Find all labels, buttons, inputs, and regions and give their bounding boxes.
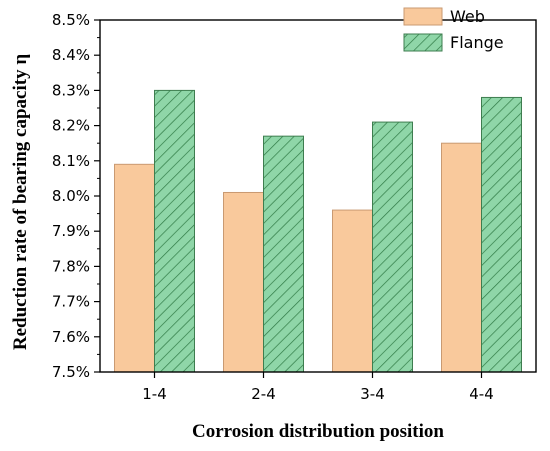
legend-swatch-web — [403, 7, 443, 26]
y-tick-label: 8.5% — [52, 11, 90, 29]
y-tick-label: 8.4% — [52, 46, 90, 64]
x-tick-label: 4-4 — [469, 385, 494, 403]
bar-web-1-4 — [114, 163, 155, 373]
y-tick-label: 8.0% — [52, 187, 90, 205]
bar-flange-4-4 — [481, 96, 522, 373]
y-tick-label: 7.5% — [52, 363, 90, 381]
y-tick-label: 8.3% — [52, 81, 90, 99]
x-tick-label: 1-4 — [142, 385, 167, 403]
bar-web-3-4 — [332, 209, 373, 373]
x-tick-label: 2-4 — [251, 385, 276, 403]
y-tick-label: 7.9% — [52, 222, 90, 240]
legend-swatch-flange — [403, 33, 443, 52]
y-tick-label: 7.8% — [52, 257, 90, 275]
x-tick-label: 3-4 — [360, 385, 385, 403]
y-tick-label: 8.2% — [52, 117, 90, 135]
ticks-group: 1-4 2-4 3-4 4-4 7.5% 7.6% 7.7% 7.8% 7.9% 8.0% 8.1%… — [52, 11, 494, 403]
bars-group — [114, 89, 522, 373]
bar-flange-2-4 — [263, 135, 304, 373]
y-tick-label: 7.7% — [52, 293, 90, 311]
x-axis-title: Corrosion distribution position — [192, 421, 444, 442]
legend-label-web: Web — [450, 7, 485, 26]
legend-label-flange: Flange — [450, 33, 504, 52]
bar-flange-3-4 — [372, 121, 413, 373]
bar-web-2-4 — [223, 191, 264, 373]
bar-web-4-4 — [441, 142, 482, 373]
bar-flange-1-4 — [154, 89, 195, 373]
legend: Web Flange — [403, 7, 504, 52]
y-tick-label: 8.1% — [52, 152, 90, 170]
y-axis-title: Reduction rate of bearing capacity η — [10, 54, 31, 350]
y-tick-label: 7.6% — [52, 328, 90, 346]
